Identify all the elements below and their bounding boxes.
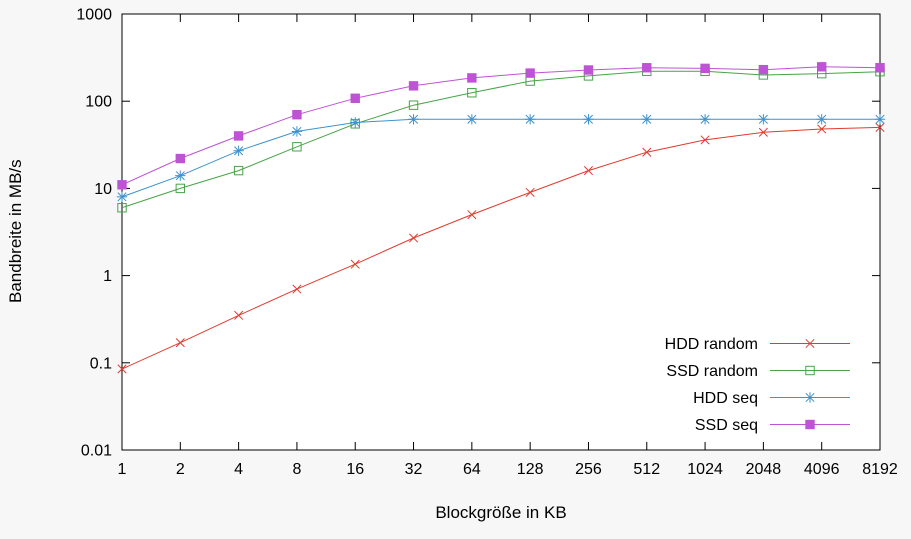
x-tick-label: 512 xyxy=(633,461,660,478)
y-axis-ticks: 0.01 0.1 1 10 100 1000 xyxy=(76,7,880,460)
x-tick-label: 4 xyxy=(234,461,243,478)
legend-entry: SSD random xyxy=(666,363,850,380)
x-tick-label: 4096 xyxy=(804,461,840,478)
series-ssd-seq xyxy=(117,62,885,190)
legend-label: SSD seq xyxy=(695,417,758,434)
legend-label: HDD random xyxy=(665,336,758,353)
y-tick-label: 1000 xyxy=(76,7,112,24)
x-axis-ticks: 1 2 4 8 16 32 64 128 256 512 1024 2048 4096 8192 xyxy=(118,14,898,478)
x-axis-label: Blockgröße in KB xyxy=(435,503,567,522)
legend-label: HDD seq xyxy=(693,390,758,407)
series-hdd-seq xyxy=(116,114,886,203)
x-tick-label: 16 xyxy=(346,461,364,478)
legend: HDD random SSD random HDD seq SSD seq xyxy=(665,336,850,434)
x-tick-label: 32 xyxy=(405,461,423,478)
x-tick-label: 2048 xyxy=(746,461,782,478)
x-tick-label: 1 xyxy=(118,461,127,478)
x-tick-label: 256 xyxy=(575,461,602,478)
y-tick-label: 0.01 xyxy=(81,443,112,460)
legend-entry: HDD seq xyxy=(693,390,850,407)
x-tick-label: 1024 xyxy=(687,461,723,478)
x-tick-label: 64 xyxy=(463,461,481,478)
series-hdd-random xyxy=(117,122,885,374)
y-tick-label: 1 xyxy=(103,268,112,285)
y-tick-label: 10 xyxy=(94,181,112,198)
x-tick-label: 8 xyxy=(292,461,301,478)
plot-border xyxy=(121,13,881,451)
x-tick-label: 8192 xyxy=(862,461,898,478)
legend-entry: HDD random xyxy=(665,336,850,353)
y-tick-label: 0.1 xyxy=(90,355,112,372)
x-tick-label: 128 xyxy=(517,461,544,478)
legend-entry: SSD seq xyxy=(695,417,850,434)
legend-label: SSD random xyxy=(666,363,758,380)
y-tick-label: 100 xyxy=(85,94,112,111)
x-tick-label: 2 xyxy=(176,461,185,478)
